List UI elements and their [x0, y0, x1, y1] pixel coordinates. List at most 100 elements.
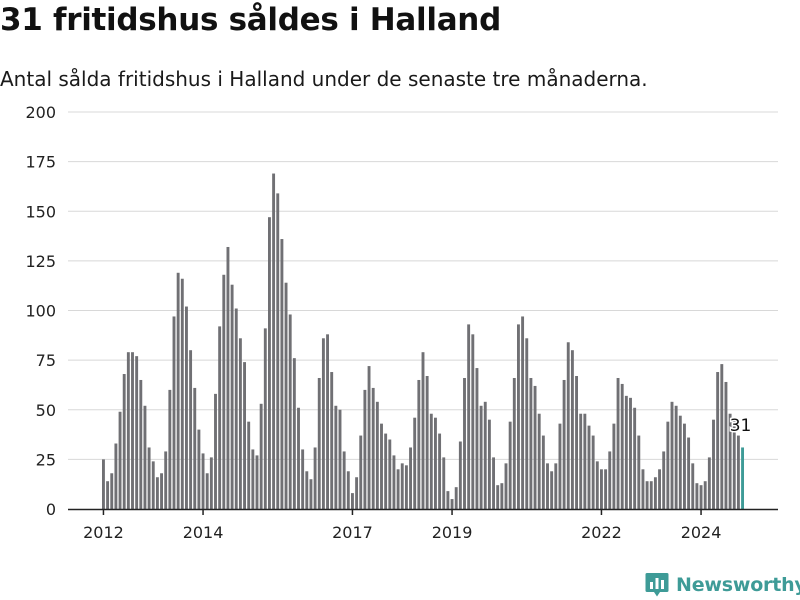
bar — [512, 377, 516, 509]
chart-title: 31 fritidshus såldes i Halland — [0, 2, 501, 38]
bar — [683, 423, 686, 509]
bar — [649, 481, 653, 509]
bar — [151, 461, 155, 509]
bar — [131, 352, 134, 509]
newsworthy-logo-icon — [645, 573, 669, 597]
bar — [255, 455, 259, 509]
bar — [305, 471, 309, 509]
chart-subtitle: Antal sålda fritidshus i Halland under d… — [0, 67, 648, 91]
bar — [404, 465, 408, 509]
bar — [259, 403, 263, 509]
bar — [230, 284, 234, 509]
bar — [728, 413, 732, 509]
bar — [658, 469, 661, 509]
bar — [371, 387, 375, 509]
bar — [467, 324, 471, 509]
bar — [562, 379, 566, 509]
bar — [670, 401, 674, 509]
bar — [537, 413, 541, 509]
bar — [687, 437, 691, 509]
bar — [429, 413, 433, 509]
bar — [251, 449, 255, 509]
bar — [541, 435, 545, 509]
bar — [102, 459, 105, 510]
bar — [421, 352, 425, 509]
bar — [321, 338, 325, 509]
bar — [334, 405, 338, 509]
bar — [413, 417, 417, 509]
y-tick-label: 175 — [25, 153, 56, 172]
bar — [238, 338, 242, 509]
y-axis-ticks: 0 25 50 75 100 125 150 175 200 — [25, 103, 56, 519]
x-tick-label: 2012 — [83, 523, 124, 542]
highlighted-bar — [741, 447, 744, 509]
bar — [359, 435, 363, 509]
bar — [363, 389, 367, 509]
bar — [234, 308, 238, 509]
bar — [600, 469, 603, 509]
bar — [209, 457, 213, 509]
bar — [247, 421, 251, 509]
bar — [338, 409, 342, 509]
bar — [375, 401, 379, 509]
bar — [346, 471, 350, 509]
bar — [475, 368, 479, 509]
bar — [554, 463, 558, 509]
bar — [633, 407, 637, 509]
bar — [400, 463, 404, 509]
bar — [309, 479, 313, 509]
bar — [691, 463, 695, 509]
bar — [243, 362, 246, 509]
bar — [110, 473, 114, 509]
bar — [471, 334, 475, 509]
bar — [666, 421, 670, 509]
y-tick-label: 125 — [25, 252, 56, 271]
newsworthy-brand[interactable]: Newsworthy — [645, 570, 800, 600]
bar — [396, 469, 400, 509]
bar — [180, 278, 184, 509]
x-axis: 2012 2014 2017 2019 2022 2024 — [68, 508, 778, 542]
bar — [604, 469, 608, 509]
x-tick-label: 2022 — [581, 523, 622, 542]
x-tick-label: 2014 — [183, 523, 224, 542]
x-tick-label: 2019 — [432, 523, 473, 542]
bar — [280, 239, 284, 510]
bar — [595, 461, 599, 509]
bar — [616, 377, 620, 509]
bar — [570, 350, 574, 509]
bar — [135, 356, 139, 509]
bar — [629, 397, 632, 509]
bar — [272, 173, 276, 510]
bar — [558, 423, 562, 509]
bar — [351, 493, 354, 509]
bar — [205, 473, 209, 509]
bar — [624, 395, 628, 509]
bar — [487, 419, 491, 509]
bar — [118, 411, 122, 509]
bar — [678, 415, 682, 509]
bar — [712, 419, 715, 509]
bar — [662, 451, 666, 509]
bar — [106, 481, 110, 509]
bar — [446, 491, 450, 509]
bar — [583, 413, 587, 509]
bar — [492, 457, 495, 509]
bar — [355, 477, 359, 509]
bar — [425, 376, 429, 509]
bar — [508, 421, 512, 509]
bar — [147, 447, 151, 509]
bar — [114, 443, 118, 509]
x-tick-label: 2017 — [332, 523, 373, 542]
bar — [641, 469, 645, 509]
bar — [317, 377, 321, 509]
bar — [529, 377, 533, 509]
bars — [102, 173, 744, 510]
bar — [218, 326, 222, 509]
bar — [380, 423, 383, 509]
bar — [197, 429, 201, 509]
bar — [168, 389, 172, 509]
bar — [483, 401, 487, 509]
bar — [301, 449, 305, 509]
bar — [653, 477, 657, 509]
